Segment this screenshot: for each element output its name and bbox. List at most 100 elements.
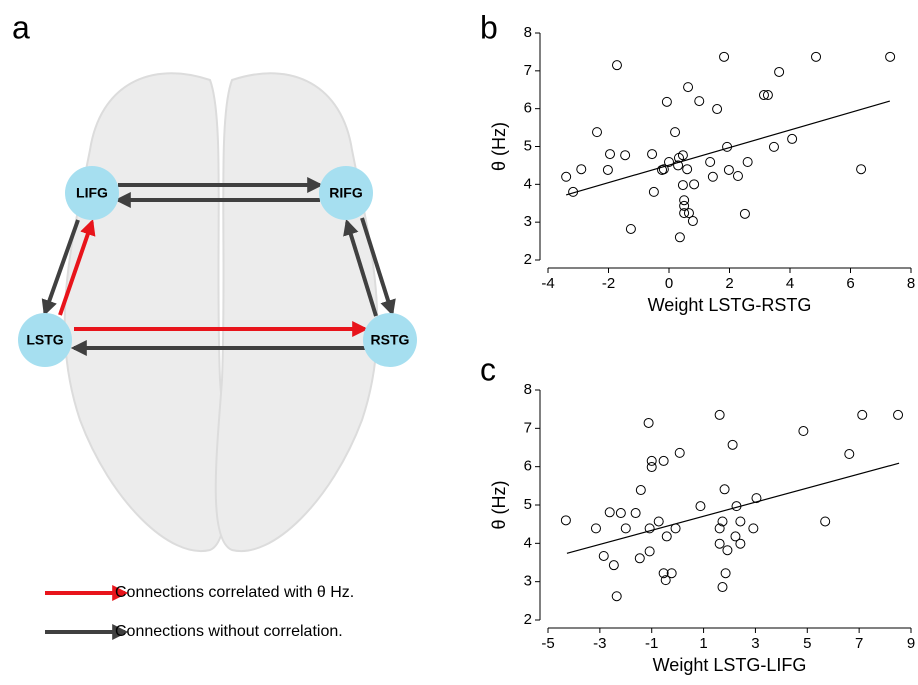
point	[717, 582, 728, 593]
y-tick-label: 2	[524, 251, 532, 268]
point	[719, 484, 730, 495]
point	[664, 157, 674, 168]
point	[705, 157, 716, 168]
point	[658, 164, 669, 175]
node-label: LIFG	[76, 185, 108, 201]
point	[751, 493, 762, 504]
x-tick-label: 1	[699, 635, 707, 652]
legend: Connections correlated with θ Hz. Connec…	[45, 584, 354, 640]
point	[646, 462, 657, 473]
point	[658, 568, 669, 579]
y-tick-label: 8	[524, 381, 532, 398]
x-tick-label: -1	[645, 635, 658, 652]
y-tick-label: 3	[524, 573, 532, 590]
point	[739, 208, 750, 219]
point	[661, 531, 672, 542]
point	[787, 133, 798, 144]
point	[661, 96, 672, 107]
node-label: RSTG	[371, 332, 410, 348]
point	[856, 164, 867, 175]
scatter-chart: c 2 3 4 5 6 7 8 -5 -3 -1 1 3 5 7 9 Weight LSTG-LIFG θ (Hz…	[480, 351, 915, 674]
point	[811, 51, 822, 62]
point	[798, 426, 809, 437]
node-label: RIFG	[329, 185, 363, 201]
y-tick-label: 6	[524, 458, 532, 475]
point	[732, 171, 743, 182]
point	[605, 149, 616, 160]
point	[720, 568, 731, 579]
point	[714, 523, 725, 534]
node	[363, 313, 417, 367]
x-tick-label: 8	[907, 275, 915, 292]
point	[885, 51, 896, 62]
point	[719, 51, 730, 62]
node-label: LSTG	[26, 332, 63, 348]
point	[598, 550, 609, 561]
point	[666, 568, 677, 579]
x-tick-label: -5	[541, 635, 554, 652]
point	[647, 149, 658, 160]
point	[620, 523, 631, 534]
point	[714, 538, 725, 549]
point	[560, 515, 571, 526]
point	[748, 523, 759, 534]
point	[673, 160, 684, 171]
x-tick-label: 2	[725, 275, 733, 292]
fit-line	[565, 100, 890, 196]
panel-label: b	[480, 9, 498, 45]
fit-line	[566, 462, 900, 554]
scatter-chart: b 2 3 4 5 6 7 8 -4 -2 0 2 4 6 8 Weight LSTG-RSTG θ (Hz)	[480, 9, 915, 314]
point	[687, 216, 698, 227]
x-axis-label: Weight LSTG-LIFG	[653, 655, 807, 675]
point	[717, 516, 728, 527]
point	[689, 179, 700, 190]
y-axis-label: θ (Hz)	[489, 481, 509, 530]
point	[634, 553, 645, 564]
x-tick-label: 5	[803, 635, 811, 652]
point	[602, 164, 613, 175]
point	[658, 455, 669, 466]
point	[679, 208, 690, 219]
x-tick-label: -3	[593, 635, 606, 652]
point	[735, 538, 746, 549]
point	[670, 127, 681, 138]
panel-label: c	[480, 351, 496, 387]
point	[695, 501, 706, 512]
point	[592, 127, 603, 138]
point	[644, 523, 655, 534]
point	[712, 104, 723, 115]
legend-label: Connections correlated with θ Hz.	[115, 584, 354, 601]
node	[65, 166, 119, 220]
point	[561, 171, 572, 182]
point	[576, 164, 587, 175]
point	[653, 516, 664, 527]
nodes: LIFG RIFG LSTG RSTG	[18, 166, 417, 367]
y-tick-label: 7	[524, 419, 532, 436]
y-tick-label: 5	[524, 137, 532, 154]
point	[590, 523, 601, 534]
point	[677, 180, 688, 191]
node	[18, 313, 72, 367]
point	[646, 455, 657, 466]
brain	[63, 72, 379, 553]
x-tick-label: 7	[855, 635, 863, 652]
point	[608, 560, 619, 571]
y-tick-label: 8	[524, 24, 532, 41]
point	[611, 60, 622, 71]
point	[762, 90, 773, 101]
y-tick-label: 5	[524, 496, 532, 513]
point	[625, 223, 636, 234]
point	[742, 157, 753, 168]
point	[893, 409, 904, 420]
point	[722, 545, 733, 556]
x-tick-label: 3	[751, 635, 759, 652]
point	[648, 186, 659, 197]
point	[674, 232, 685, 243]
point	[714, 409, 725, 420]
point	[674, 447, 685, 458]
x-tick-label: 0	[665, 275, 673, 292]
panel-label: a	[12, 9, 30, 45]
x-axis-label: Weight LSTG-RSTG	[648, 295, 812, 315]
y-tick-label: 7	[524, 62, 532, 79]
